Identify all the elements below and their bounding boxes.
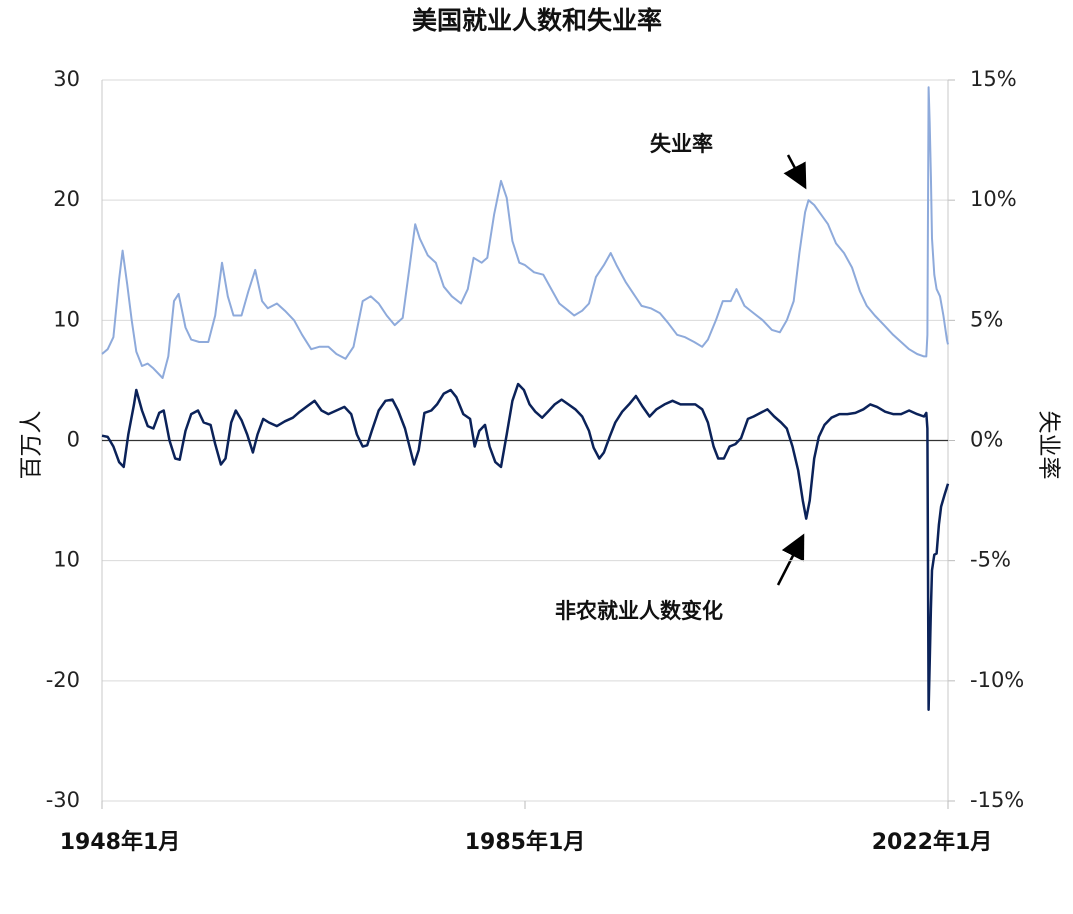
- annotation-arrow: [776, 533, 805, 586]
- x-tick-label: 1985年1月: [465, 829, 586, 855]
- chart-title: 美国就业人数和失业率: [412, 6, 662, 35]
- y-tick-label: 10: [53, 307, 80, 331]
- y-tick-label: 20: [53, 187, 80, 211]
- y-tick-label: -20: [46, 668, 80, 692]
- y-axis-label: 百万人: [19, 411, 45, 480]
- annotation: 失业率: [650, 132, 713, 156]
- y2-tick-label: -5%: [970, 548, 1011, 572]
- y2-tick-label: 5%: [970, 307, 1003, 331]
- x-tick-label: 1948年1月: [60, 829, 181, 855]
- series-line: [101, 382, 950, 711]
- annotation: 非农就业人数变化: [555, 599, 723, 623]
- y-tick-label: 10: [53, 548, 80, 572]
- y-tick-label: -30: [46, 788, 80, 812]
- y-tick-label: 30: [53, 67, 80, 91]
- y2-tick-label: -15%: [970, 788, 1024, 812]
- y2-tick-label: 0%: [970, 428, 1003, 452]
- y2-axis-label: 失业率: [1036, 411, 1062, 480]
- y2-tick-label: 10%: [970, 187, 1017, 211]
- y2-tick-label: -10%: [970, 668, 1024, 692]
- annotation-arrow: [783, 154, 807, 190]
- series-line: [101, 86, 949, 379]
- y2-tick-label: 15%: [970, 67, 1017, 91]
- y-tick-label: 0: [67, 428, 80, 452]
- x-tick-label: 2022年1月: [872, 829, 993, 855]
